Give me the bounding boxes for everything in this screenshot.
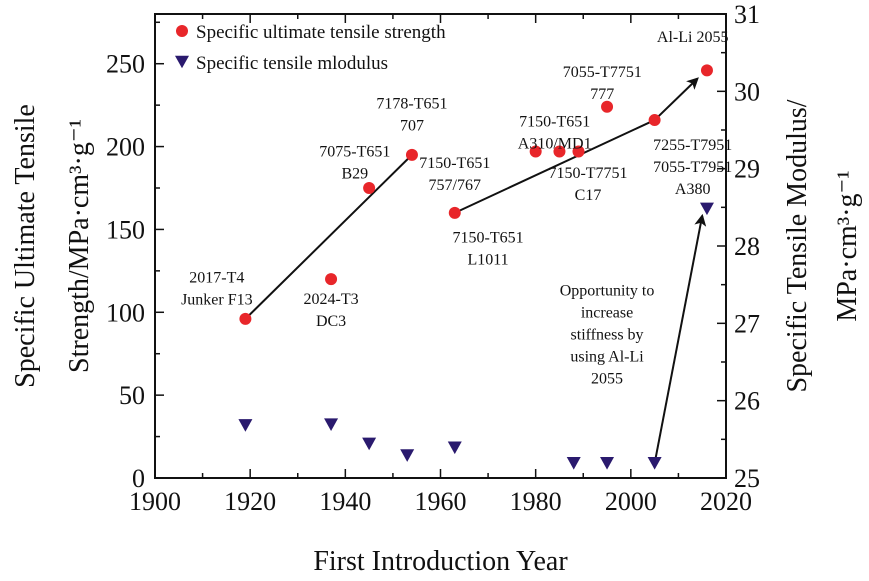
strength-point [648, 114, 661, 127]
strength-point [553, 145, 566, 158]
strength-point [601, 100, 614, 113]
x-tick-label: 1920 [224, 487, 276, 516]
plot-frame [154, 13, 727, 479]
legend-strength-label: Specific ultimate tensile strength [196, 22, 446, 43]
y-right-tick-label: 26 [734, 387, 760, 416]
strength-point [448, 206, 461, 219]
annotation: 7178-T651 707 [376, 95, 447, 134]
annotation: 7255-T7951 7055-T7951 A380 [653, 137, 732, 198]
y-right-tick-label: 29 [734, 155, 760, 184]
y-left-tick-label: 50 [119, 381, 145, 410]
x-tick-label: 1940 [319, 487, 371, 516]
y-left-tick-label: 150 [106, 215, 145, 244]
trend-arrow [653, 77, 699, 121]
annotation: 7150-T7751 C17 [548, 165, 627, 204]
strength-point [363, 182, 376, 194]
x-axis-title: First Introduction Year [313, 546, 568, 577]
modulus-point [600, 457, 615, 470]
annotation: 2017-T4 Junker F13 [181, 269, 253, 308]
modulus-point [324, 418, 339, 431]
legend: Specific ultimate tensile strength Specif… [175, 22, 446, 74]
x-tick-label: 1960 [415, 487, 467, 516]
y-right-tick-label: 27 [734, 309, 760, 338]
x-tick-label: 1980 [510, 487, 562, 516]
svg-text:Strength/MPa·cm³·g⁻¹: Strength/MPa·cm³·g⁻¹ [64, 119, 95, 373]
legend-modulus-marker [175, 55, 189, 69]
modulus-point [238, 419, 253, 432]
modulus-point [447, 441, 462, 455]
y-right-axis-title: Specific Tensile Modulus/MPa·cm³·g⁻¹ [782, 99, 863, 392]
y-left-tick-label: 200 [106, 133, 145, 162]
legend-strength-marker [176, 25, 188, 37]
trend-line [454, 119, 656, 214]
strength-point [700, 64, 713, 77]
modulus-point [362, 437, 377, 451]
annotation: 7150-T651 A310/MD1 [518, 114, 592, 153]
trend-arrow [653, 213, 707, 464]
annotation: Opportunity to increase stiffness by using … [560, 283, 655, 388]
y-left-tick-label: 100 [106, 298, 145, 327]
strength-point [325, 273, 338, 286]
trend-line [244, 154, 413, 320]
annotation: 7150-T651 L1011 [453, 230, 524, 269]
y-right-tick-label: 30 [734, 77, 760, 106]
svg-text:MPa·cm³·g⁻¹: MPa·cm³·g⁻¹ [832, 170, 863, 321]
modulus-point [566, 457, 581, 470]
annotation: 7150-T651 757/767 [419, 155, 490, 194]
annotation: 2024-T3 DC3 [304, 291, 359, 330]
modulus-point [699, 202, 714, 216]
annotation: 7075-T651 B29 [319, 144, 390, 183]
x-tick-label: 1900 [129, 487, 181, 516]
strength-point [572, 145, 585, 158]
strength-point [239, 312, 252, 325]
y-left-axis-title: Specific Ultimate Tensile Strength/MPa·cm… [10, 104, 95, 388]
annotation: 7055-T7751 777 [563, 64, 642, 103]
x-tick-label: 2020 [700, 487, 752, 516]
svg-text:Specific Ultimate Tensile: Specific Ultimate Tensile [10, 104, 41, 388]
svg-text:Specific Tensile Modulus/: Specific Tensile Modulus/ [782, 99, 813, 392]
y-left-tick-label: 0 [132, 464, 145, 493]
y-right-tick-label: 25 [734, 464, 760, 493]
strength-point [529, 145, 542, 158]
x-tick-label: 2000 [605, 487, 657, 516]
modulus-point [400, 449, 415, 462]
y-right-tick-label: 31 [734, 0, 760, 29]
y-left-tick-label: 250 [106, 50, 145, 79]
legend-modulus-label: Specific tensile mlodulus [196, 53, 388, 74]
modulus-point [647, 457, 662, 470]
annotation: Al-Li 2055 [657, 29, 729, 46]
y-right-tick-label: 28 [734, 232, 760, 261]
strength-point [405, 148, 418, 161]
